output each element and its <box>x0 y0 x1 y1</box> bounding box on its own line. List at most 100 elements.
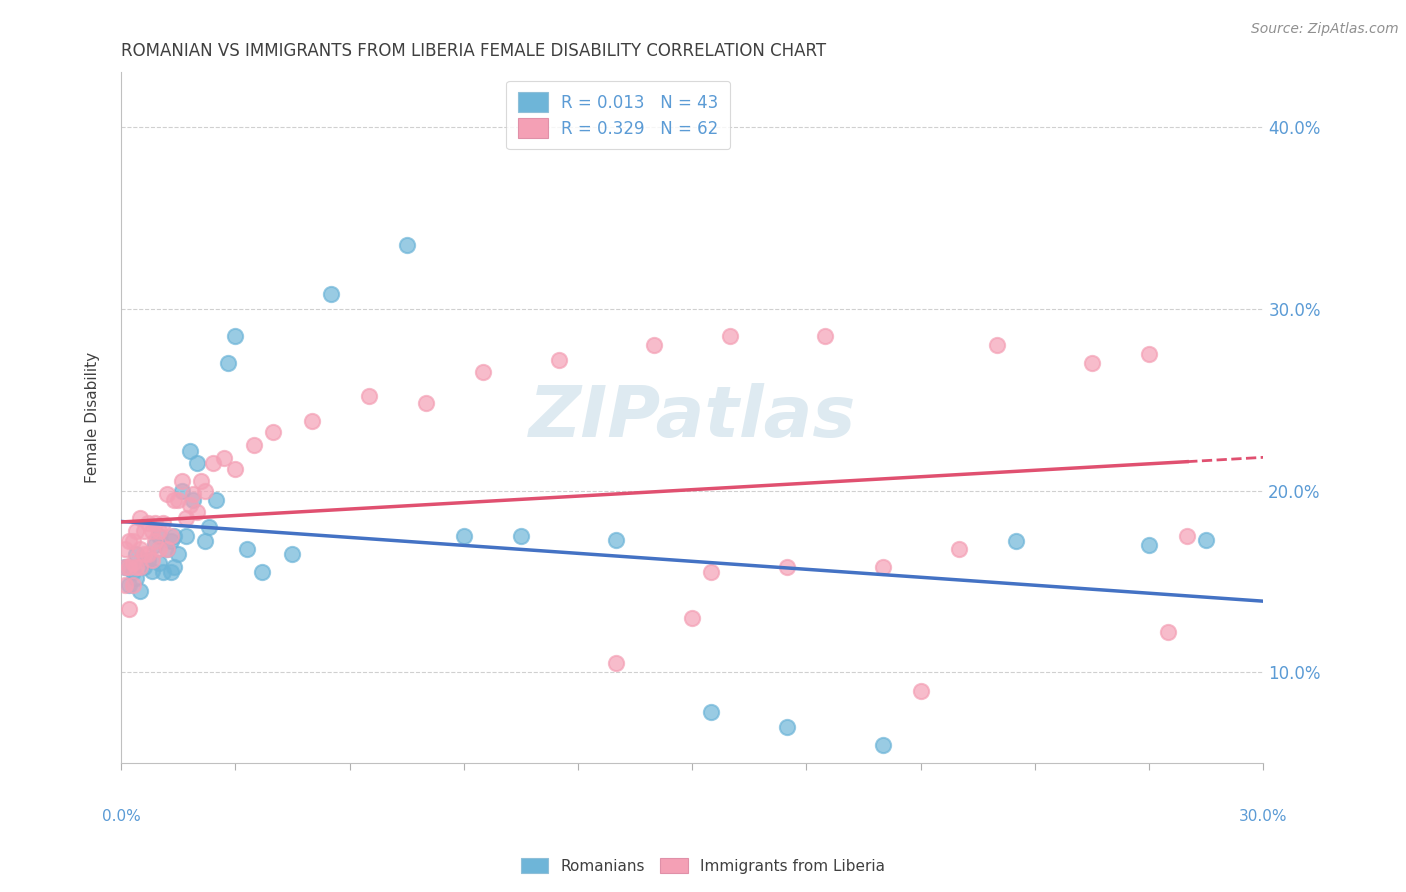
Point <box>224 329 246 343</box>
Point <box>121 534 143 549</box>
Point <box>1137 538 1160 552</box>
Point <box>415 396 437 410</box>
Point <box>205 492 228 507</box>
Point <box>114 560 136 574</box>
Point <box>121 566 143 580</box>
Point <box>776 560 799 574</box>
Point <box>1157 625 1180 640</box>
Point <box>250 566 273 580</box>
Point <box>217 356 239 370</box>
Point <box>986 338 1008 352</box>
Point <box>453 529 475 543</box>
Point <box>156 487 179 501</box>
Point <box>145 538 167 552</box>
Point <box>129 560 152 574</box>
Text: ROMANIAN VS IMMIGRANTS FROM LIBERIA FEMALE DISABILITY CORRELATION CHART: ROMANIAN VS IMMIGRANTS FROM LIBERIA FEMA… <box>121 42 827 60</box>
Point <box>148 529 170 543</box>
Point <box>186 456 208 470</box>
Point <box>136 516 159 531</box>
Point <box>776 720 799 734</box>
Point <box>125 571 148 585</box>
Point <box>121 578 143 592</box>
Point <box>605 533 627 547</box>
Text: ZIPatlas: ZIPatlas <box>529 384 856 452</box>
Point <box>163 529 186 543</box>
Point <box>186 505 208 519</box>
Point <box>170 475 193 489</box>
Point <box>141 524 163 538</box>
Point <box>1137 347 1160 361</box>
Point <box>183 487 205 501</box>
Point <box>114 541 136 556</box>
Point <box>179 498 201 512</box>
Point <box>141 564 163 578</box>
Point <box>159 534 181 549</box>
Point <box>125 547 148 561</box>
Point <box>174 511 197 525</box>
Point <box>121 557 143 571</box>
Point <box>194 483 217 498</box>
Point <box>281 547 304 561</box>
Point <box>125 524 148 538</box>
Point <box>129 583 152 598</box>
Point <box>118 601 141 615</box>
Point <box>872 560 894 574</box>
Point <box>319 287 342 301</box>
Point <box>167 492 190 507</box>
Point <box>136 547 159 561</box>
Point <box>301 415 323 429</box>
Point <box>145 516 167 531</box>
Point <box>201 456 224 470</box>
Point <box>700 566 723 580</box>
Point <box>395 238 418 252</box>
Point <box>814 329 837 343</box>
Point <box>163 560 186 574</box>
Point <box>156 541 179 556</box>
Point <box>152 566 174 580</box>
Point <box>224 462 246 476</box>
Point <box>118 534 141 549</box>
Point <box>125 560 148 574</box>
Point <box>179 443 201 458</box>
Point <box>1195 533 1218 547</box>
Point <box>243 438 266 452</box>
Point <box>718 329 741 343</box>
Point <box>700 706 723 720</box>
Point <box>136 552 159 566</box>
Point <box>174 529 197 543</box>
Point <box>471 365 494 379</box>
Point <box>132 524 155 538</box>
Point <box>1081 356 1104 370</box>
Text: 30.0%: 30.0% <box>1239 809 1288 823</box>
Point <box>681 611 703 625</box>
Point <box>148 541 170 556</box>
Point <box>132 547 155 561</box>
Y-axis label: Female Disability: Female Disability <box>86 352 100 483</box>
Legend: Romanians, Immigrants from Liberia: Romanians, Immigrants from Liberia <box>515 852 891 880</box>
Point <box>167 547 190 561</box>
Point <box>159 529 181 543</box>
Point <box>190 475 212 489</box>
Point <box>118 578 141 592</box>
Point <box>910 683 932 698</box>
Text: Source: ZipAtlas.com: Source: ZipAtlas.com <box>1251 22 1399 37</box>
Point <box>141 552 163 566</box>
Point <box>152 516 174 531</box>
Point <box>148 524 170 538</box>
Point <box>156 541 179 556</box>
Point <box>145 534 167 549</box>
Point <box>1005 534 1028 549</box>
Point <box>236 541 259 556</box>
Point <box>212 450 235 465</box>
Point <box>548 352 571 367</box>
Point <box>129 511 152 525</box>
Point <box>163 492 186 507</box>
Point <box>118 560 141 574</box>
Point <box>872 738 894 752</box>
Legend: R = 0.013   N = 43, R = 0.329   N = 62: R = 0.013 N = 43, R = 0.329 N = 62 <box>506 81 730 149</box>
Point <box>194 534 217 549</box>
Point <box>509 529 531 543</box>
Point <box>159 566 181 580</box>
Point <box>114 578 136 592</box>
Point <box>148 557 170 571</box>
